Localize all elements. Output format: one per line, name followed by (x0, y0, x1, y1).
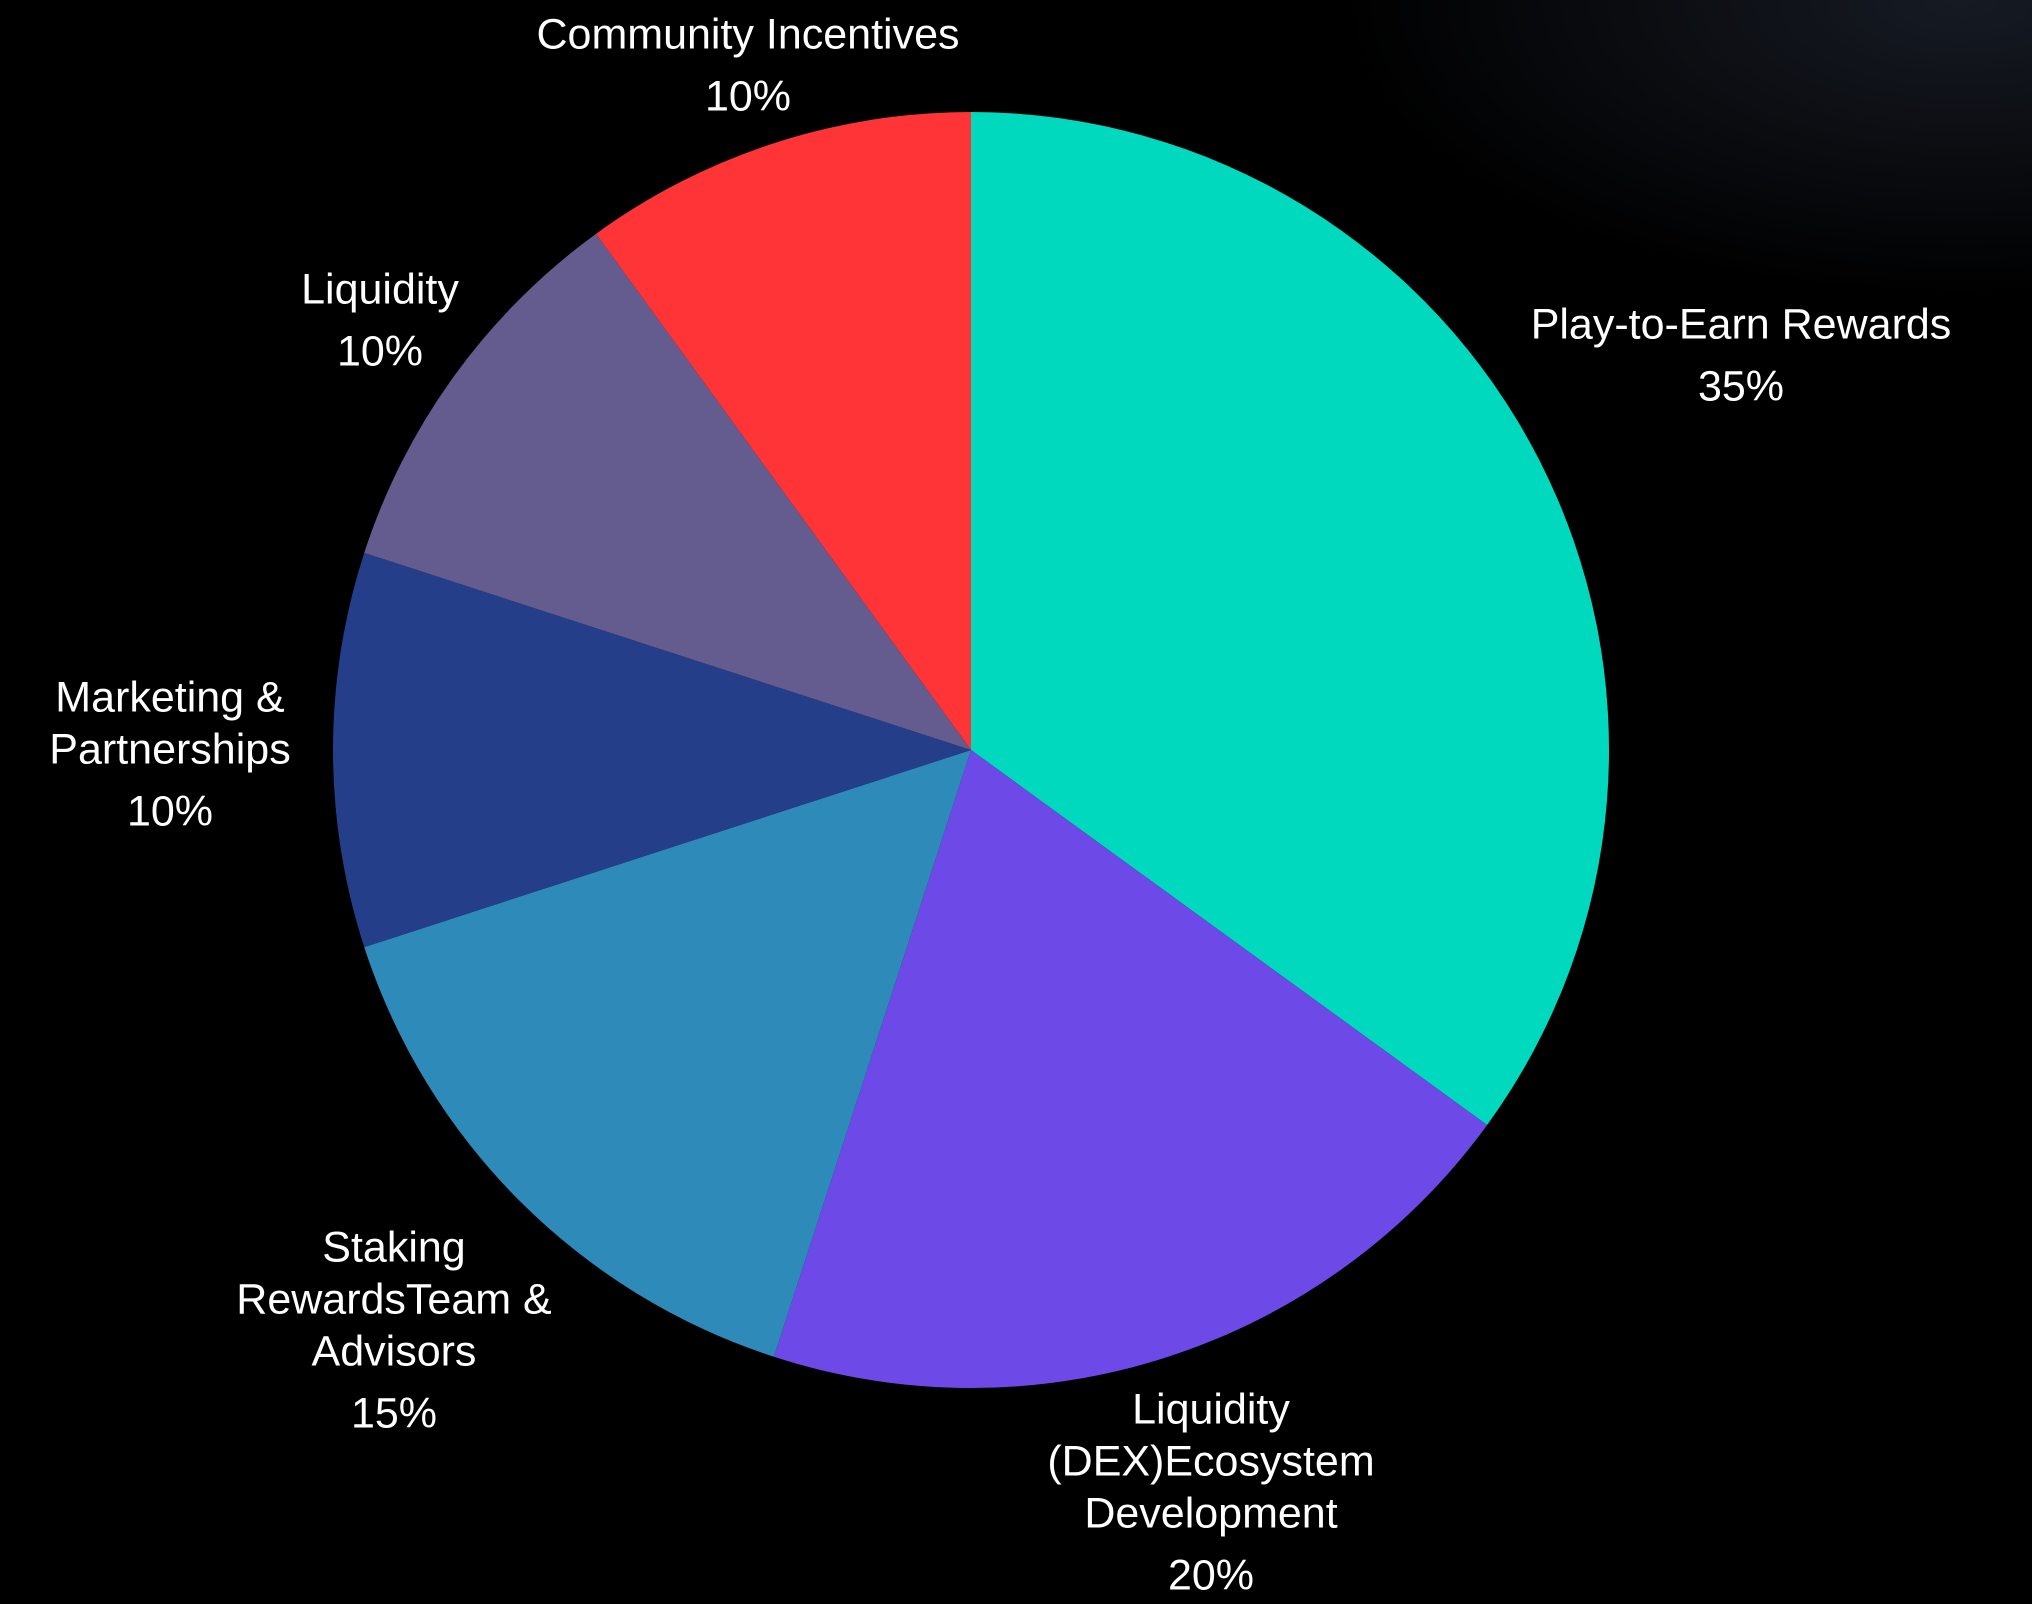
slice-label-text: Advisors (312, 1327, 477, 1375)
slice-percent-label: 15% (351, 1389, 437, 1437)
slice-label: Marketing &Partnerships 10% (49, 673, 290, 835)
slice-label-text: Liquidity (301, 265, 459, 313)
slice-label: Community Incentives 10% (537, 10, 960, 120)
slice-label: Play-to-Earn Rewards 35% (1531, 300, 1952, 410)
slice-label-text: Play-to-Earn Rewards (1531, 300, 1952, 348)
pie-slice (364, 233, 972, 751)
slice-percent-label: 10% (705, 72, 791, 120)
slice-percent-label: 35% (1698, 362, 1784, 410)
pie-slice (364, 750, 972, 1357)
slice-label-text: Partnerships (49, 725, 290, 773)
slice-label-text: Development (1084, 1489, 1337, 1537)
pie-slice (333, 552, 971, 948)
slice-label-text: Liquidity (1132, 1385, 1290, 1433)
slice-percent-label: 10% (337, 327, 423, 375)
slice-label-text: Staking (322, 1223, 465, 1271)
pie-labels: Play-to-Earn Rewards35%Liquidity(DEX)Eco… (49, 10, 1951, 1599)
pie-slices (333, 111, 1609, 1388)
slice-label-text: Community Incentives (537, 10, 960, 58)
pie-slice (971, 112, 1609, 1126)
pie-slice (773, 750, 1488, 1388)
pie-slice (595, 111, 971, 750)
slice-label-text: (DEX)Ecosystem (1047, 1437, 1374, 1485)
slice-label-text: RewardsTeam & (236, 1275, 552, 1323)
slice-label-text: Marketing & (55, 673, 285, 721)
slice-label: Liquidity 10% (301, 265, 459, 375)
slice-percent-label: 10% (127, 787, 213, 835)
slice-percent-label: 20% (1168, 1551, 1254, 1599)
